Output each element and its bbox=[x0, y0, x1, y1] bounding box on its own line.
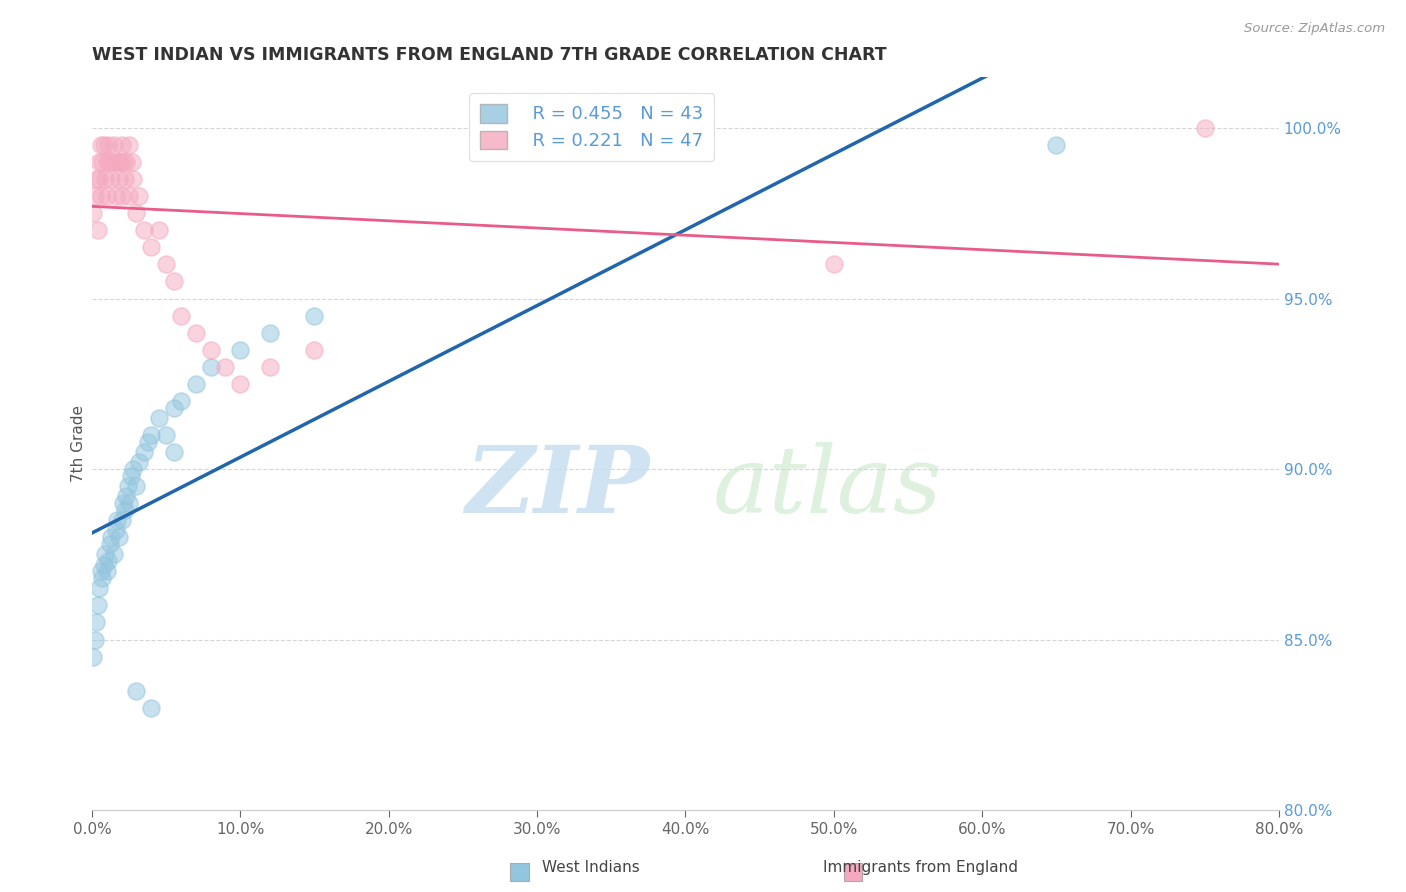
Point bbox=[132, 223, 155, 237]
Point bbox=[120, 468, 142, 483]
Text: ZIP: ZIP bbox=[465, 442, 650, 533]
Point bbox=[89, 155, 111, 169]
Text: Source: ZipAtlas.com: Source: ZipAtlas.com bbox=[1244, 22, 1385, 36]
Point bbox=[86, 615, 108, 630]
Point bbox=[90, 189, 112, 203]
Point bbox=[90, 138, 112, 153]
Text: West Indians: West Indians bbox=[541, 861, 640, 875]
Point bbox=[82, 649, 104, 664]
Point bbox=[93, 138, 115, 153]
Point bbox=[83, 632, 105, 647]
Point bbox=[122, 172, 145, 186]
Point bbox=[118, 496, 141, 510]
Point bbox=[100, 172, 122, 186]
Point bbox=[162, 401, 184, 415]
Point bbox=[128, 189, 150, 203]
Point bbox=[96, 565, 118, 579]
Point bbox=[162, 445, 184, 459]
Point bbox=[107, 172, 129, 186]
Point bbox=[103, 138, 125, 153]
Point bbox=[107, 530, 129, 544]
Point bbox=[98, 537, 121, 551]
Point bbox=[82, 206, 104, 220]
Point bbox=[141, 700, 163, 714]
Point bbox=[200, 343, 222, 357]
Point bbox=[112, 496, 135, 510]
Point bbox=[86, 172, 108, 186]
Point bbox=[87, 599, 110, 613]
Point bbox=[115, 489, 138, 503]
Point bbox=[104, 189, 127, 203]
Legend:   R = 0.455   N = 43,   R = 0.221   N = 47: R = 0.455 N = 43, R = 0.221 N = 47 bbox=[470, 94, 714, 161]
Point bbox=[184, 376, 207, 391]
Point bbox=[94, 172, 117, 186]
Point bbox=[259, 359, 281, 374]
Point bbox=[87, 223, 110, 237]
Point bbox=[170, 393, 193, 408]
Point bbox=[128, 455, 150, 469]
Y-axis label: 7th Grade: 7th Grade bbox=[72, 405, 86, 482]
Point bbox=[110, 189, 132, 203]
Point bbox=[103, 547, 125, 561]
Point bbox=[141, 428, 163, 442]
Point bbox=[89, 582, 111, 596]
Point bbox=[118, 189, 141, 203]
Point bbox=[141, 240, 163, 254]
Point bbox=[100, 530, 122, 544]
Point bbox=[101, 155, 124, 169]
Text: Immigrants from England: Immigrants from England bbox=[824, 861, 1018, 875]
Point bbox=[200, 359, 222, 374]
Point bbox=[121, 155, 143, 169]
Point bbox=[229, 376, 252, 391]
Point bbox=[1194, 121, 1216, 136]
Point bbox=[155, 257, 177, 271]
Point bbox=[162, 275, 184, 289]
Point bbox=[304, 309, 326, 323]
Point bbox=[125, 206, 148, 220]
Point bbox=[1045, 138, 1067, 153]
Point bbox=[118, 138, 141, 153]
Point bbox=[229, 343, 252, 357]
Point bbox=[104, 524, 127, 538]
Point bbox=[115, 155, 138, 169]
Point bbox=[97, 138, 120, 153]
Point bbox=[114, 503, 136, 517]
Point bbox=[90, 565, 112, 579]
Point bbox=[98, 155, 121, 169]
Point bbox=[125, 683, 148, 698]
Point bbox=[105, 155, 128, 169]
Point bbox=[83, 189, 105, 203]
Point bbox=[112, 155, 135, 169]
Point bbox=[214, 359, 236, 374]
Point bbox=[184, 326, 207, 340]
Point bbox=[259, 326, 281, 340]
Point bbox=[91, 155, 114, 169]
Point bbox=[108, 155, 131, 169]
Point bbox=[132, 445, 155, 459]
Point bbox=[89, 172, 111, 186]
Point bbox=[110, 513, 132, 527]
Point bbox=[148, 223, 170, 237]
Point bbox=[122, 462, 145, 476]
Point bbox=[110, 138, 132, 153]
Point bbox=[148, 410, 170, 425]
Point bbox=[97, 554, 120, 568]
Point bbox=[125, 479, 148, 493]
Point bbox=[93, 558, 115, 572]
Point bbox=[155, 428, 177, 442]
Point bbox=[136, 434, 159, 449]
Point bbox=[96, 155, 118, 169]
Point bbox=[114, 172, 136, 186]
Point bbox=[96, 189, 118, 203]
Point bbox=[304, 343, 326, 357]
Point bbox=[105, 513, 128, 527]
Point bbox=[823, 257, 845, 271]
Point bbox=[94, 547, 117, 561]
Text: WEST INDIAN VS IMMIGRANTS FROM ENGLAND 7TH GRADE CORRELATION CHART: WEST INDIAN VS IMMIGRANTS FROM ENGLAND 7… bbox=[91, 46, 887, 64]
Text: atlas: atlas bbox=[713, 442, 942, 533]
Point bbox=[117, 479, 139, 493]
Point bbox=[91, 571, 114, 585]
Point bbox=[170, 309, 193, 323]
